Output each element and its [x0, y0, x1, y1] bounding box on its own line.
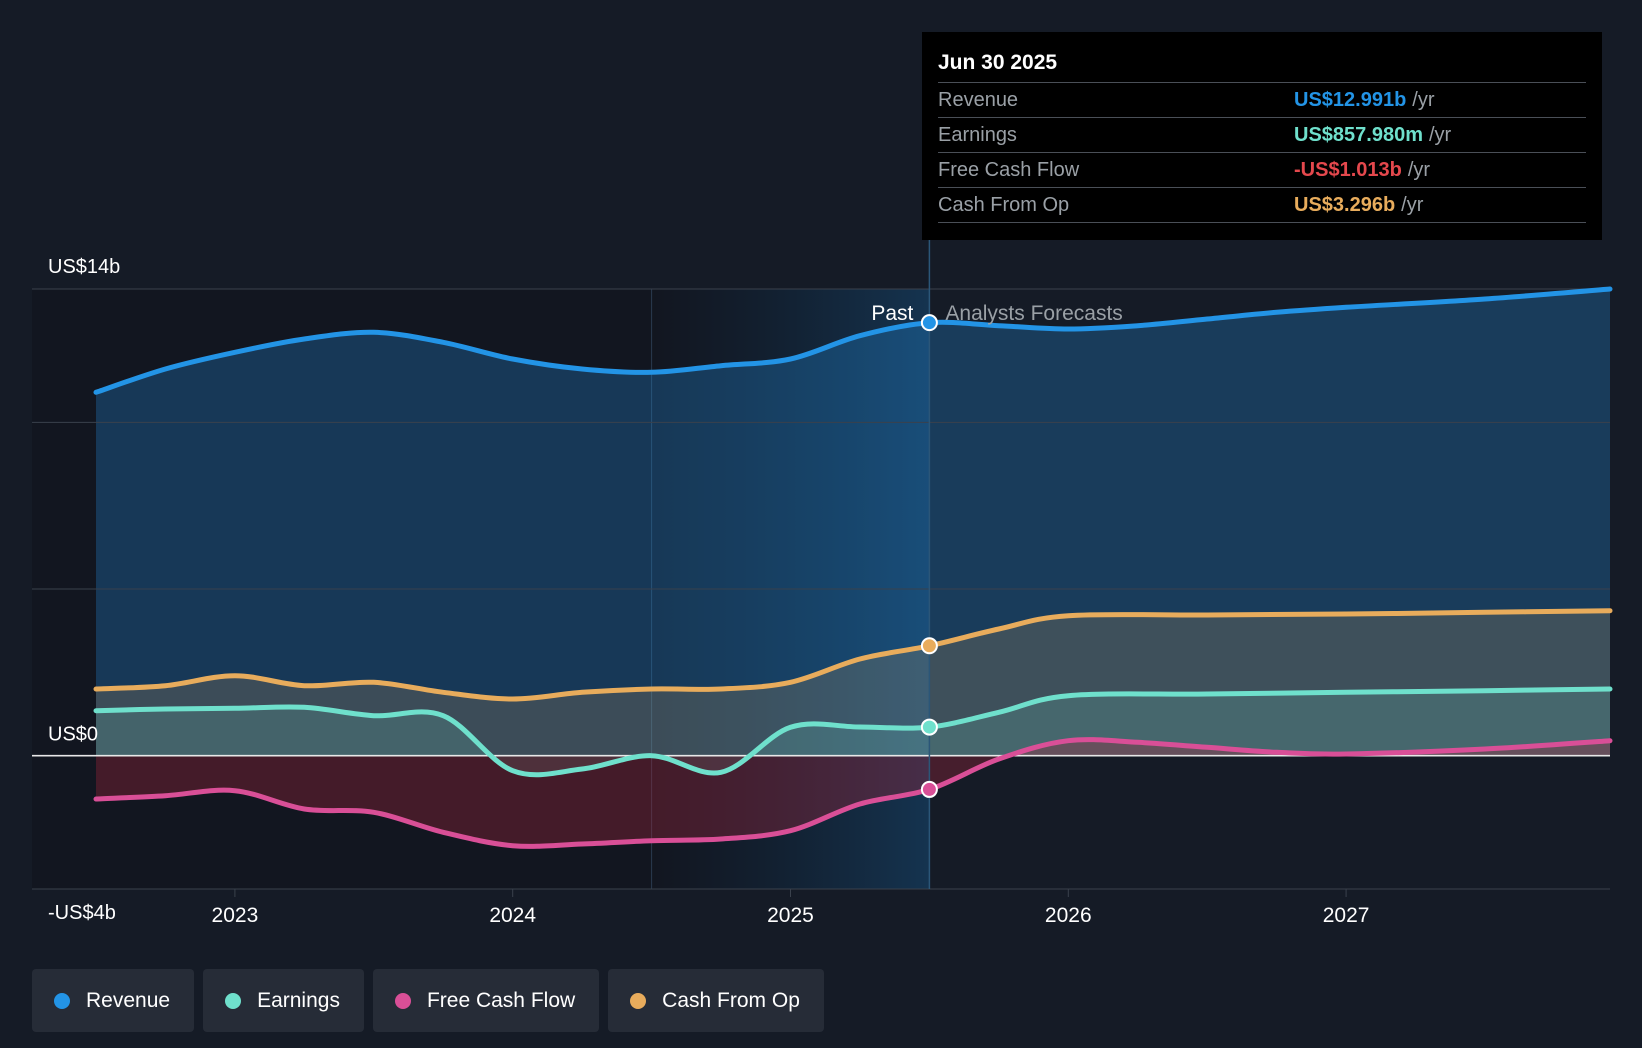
tooltip-label: Earnings: [938, 124, 1017, 146]
legend-label: Earnings: [257, 988, 340, 1012]
x-tick-label: 2025: [767, 904, 814, 927]
marker-earnings: [920, 718, 938, 736]
area-free-cash-flow: [96, 739, 1610, 847]
legend-item-free-cash-flow[interactable]: Free Cash Flow: [372, 969, 600, 1032]
x-tick-label: 2023: [212, 904, 259, 927]
line-cash-from-op: [93, 608, 1613, 702]
x-tick-label: 2024: [489, 904, 536, 927]
line-earnings: [93, 686, 1613, 778]
marker-cash-from-op: [920, 637, 938, 655]
forecast-label: Analysts Forecasts: [945, 302, 1122, 325]
tooltip-row-revenue: Revenue US$12.991b /yr: [938, 82, 1586, 117]
tooltip-value: -US$1.013b: [1294, 159, 1402, 181]
y-tick-label: US$14b: [48, 256, 120, 278]
line-revenue: [93, 286, 1613, 395]
legend-dot-icon: [225, 992, 242, 1009]
line-free-cash-flow: [93, 737, 1613, 849]
area-earnings: [96, 689, 1610, 775]
tooltip-unit: /yr: [1401, 194, 1424, 216]
tooltip-label: Cash From Op: [938, 194, 1070, 216]
area-revenue: [96, 289, 1610, 756]
legend-item-revenue[interactable]: Revenue: [32, 969, 195, 1032]
legend-dot-icon: [630, 992, 647, 1009]
tooltip-row-earnings: Earnings US$857.980m /yr: [938, 117, 1586, 152]
x-tick-label: 2026: [1045, 904, 1092, 927]
legend-dot-icon: [54, 992, 70, 1009]
tooltip-unit: /yr: [1428, 124, 1452, 146]
legend: Revenue Earnings Free Cash Flow Cash Fro…: [32, 969, 824, 1032]
marker-free-cash-flow: [920, 780, 938, 798]
tooltip-value: US$12.991b: [1294, 89, 1407, 111]
legend-label: Free Cash Flow: [426, 988, 576, 1012]
legend-dot-icon: [394, 992, 411, 1009]
legend-item-cash-from-op[interactable]: Cash From Op: [608, 969, 824, 1032]
tooltip-label: Revenue: [938, 89, 1019, 111]
tooltip-value: US$3.296b: [1294, 194, 1396, 216]
tooltip-value: US$857.980m: [1294, 124, 1423, 146]
chart: US$14b US$0 -US$4b 2023 2024 2025 2026 2027 Past…: [32, 240, 1613, 927]
tooltip-unit: /yr: [1412, 89, 1435, 111]
tooltip: Jun 30 2025 Revenue US$12.991b /yr Earni…: [922, 32, 1602, 240]
area-cash-from-op: [96, 610, 1610, 756]
legend-label: Revenue: [86, 988, 171, 1012]
x-tick-label: 2027: [1323, 904, 1370, 927]
legend-label: Cash From Op: [662, 988, 800, 1012]
tooltip-unit: /yr: [1407, 159, 1431, 181]
y-tick-label: US$0: [48, 724, 98, 746]
y-tick-label: -US$4b: [48, 902, 116, 924]
past-label: Past: [871, 302, 913, 325]
tooltip-row-free-cash-flow: Free Cash Flow -US$1.013b /yr: [938, 152, 1586, 187]
marker-revenue: [920, 314, 938, 332]
tooltip-row-cash-from-op: Cash From Op US$3.296b /yr: [938, 187, 1586, 223]
tooltip-label: Free Cash Flow: [938, 159, 1080, 181]
legend-item-earnings[interactable]: Earnings: [203, 969, 364, 1032]
tooltip-date: Jun 30 2025: [938, 51, 1058, 74]
